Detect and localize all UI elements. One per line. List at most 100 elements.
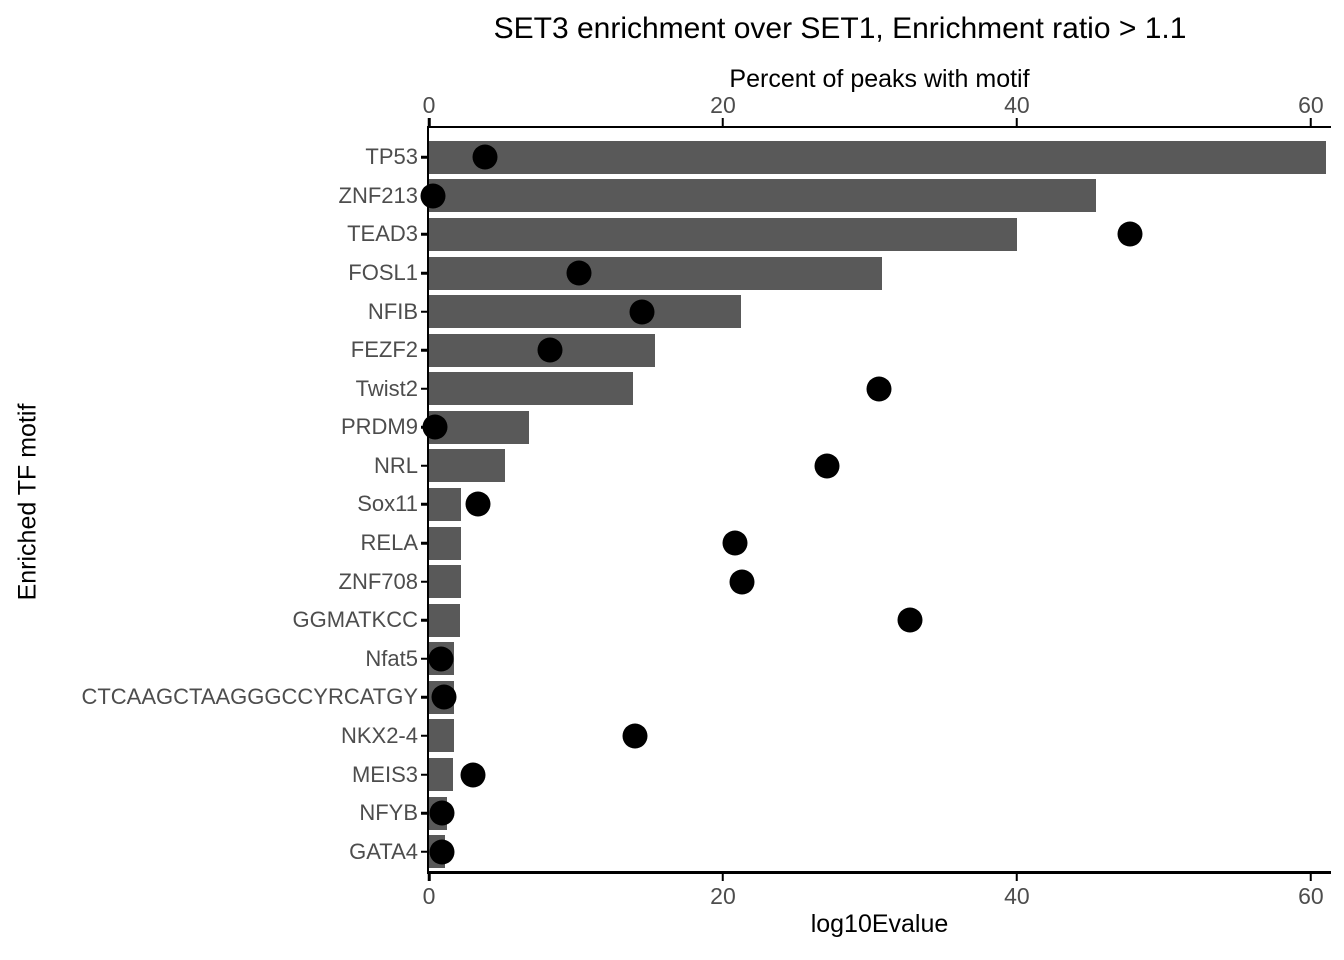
x-axis-tick-label: 60 xyxy=(1298,883,1324,909)
y-axis-tick-mark xyxy=(420,387,429,390)
evalue-dot xyxy=(472,144,498,170)
x-axis-tick-mark xyxy=(1309,873,1313,881)
plot-title: SET3 enrichment over SET1, Enrichment ra… xyxy=(493,12,1187,45)
y-axis-tick-label: RELA xyxy=(360,530,418,556)
category-row: NFYB xyxy=(359,794,1330,833)
y-axis-tick-mark xyxy=(420,464,429,468)
y-axis-line xyxy=(426,125,429,874)
category-row: Twist2 xyxy=(356,369,1330,408)
category-row: GATA4 xyxy=(349,832,1330,871)
evalue-dot xyxy=(629,299,655,325)
y-axis-tick-label: GATA4 xyxy=(349,838,418,864)
evalue-dot xyxy=(722,530,748,556)
y-axis-tick-mark xyxy=(420,618,429,622)
y-axis-tick-label: GGMATKCC xyxy=(292,607,418,633)
evalue-dot xyxy=(814,453,840,479)
evalue-dot xyxy=(866,376,892,402)
evalue-dot xyxy=(897,607,923,633)
y-axis-tick-label: PRDM9 xyxy=(340,414,418,440)
category-row: ZNF708 xyxy=(339,562,1330,601)
percent-bar xyxy=(429,449,506,483)
category-row: NKX2-4 xyxy=(341,717,1330,756)
percent-bar xyxy=(429,217,1017,251)
category-row: Sox11 xyxy=(357,485,1330,524)
evalue-dot xyxy=(1117,221,1143,247)
y-axis-tick-mark xyxy=(420,310,429,313)
category-row: RELA xyxy=(361,524,1330,563)
top-axis-tick-labels: 0 20 40 60 xyxy=(423,92,1330,120)
plot-panel: TP53 ZNF213 TEAD3 FOSL1 NFIB FEZF2 Twist2 PRDM9… xyxy=(81,128,1330,871)
evalue-dot xyxy=(460,762,486,788)
category-row: TEAD3 xyxy=(347,215,1330,254)
percent-bar xyxy=(429,256,882,290)
category-row: FEZF2 xyxy=(351,331,1330,370)
bottom-axis-tick-labels: 0 20 40 60 xyxy=(423,883,1330,911)
y-axis-tick-label: NFYB xyxy=(359,800,418,826)
y-axis-tick-mark xyxy=(420,734,429,738)
category-row: CTCAAGCTAAGGGCCYRCATGY xyxy=(81,678,1330,717)
x-axis-tick-mark xyxy=(721,118,725,126)
y-axis-tick-label: ZNF708 xyxy=(338,568,418,594)
y-axis-tick-label: TP53 xyxy=(365,144,418,170)
evalue-dot xyxy=(431,684,457,710)
y-axis-tick-mark xyxy=(420,541,429,545)
percent-bar xyxy=(429,565,462,599)
y-axis-tick-mark xyxy=(420,696,429,699)
y-axis-tick-label: TEAD3 xyxy=(347,221,418,247)
percent-bar xyxy=(429,758,453,792)
evalue-dot xyxy=(422,414,448,440)
y-axis-tick-mark xyxy=(420,271,429,275)
bottom-axis-line xyxy=(426,871,1331,874)
y-axis-tick-mark xyxy=(420,580,429,583)
y-axis-tick-mark xyxy=(420,850,429,853)
x-axis-tick-mark xyxy=(427,873,431,881)
x-axis-tick-label: 60 xyxy=(1298,92,1324,118)
top-axis-line xyxy=(426,125,1331,128)
y-axis-title: Enriched TF motif xyxy=(13,403,42,601)
x-axis-tick-mark xyxy=(1015,873,1019,881)
top-axis-title: Percent of peaks with motif xyxy=(729,65,1030,93)
x-axis-tick-mark xyxy=(427,118,431,126)
y-axis-tick-mark xyxy=(420,773,429,776)
percent-bar xyxy=(429,603,460,637)
percent-bar xyxy=(429,487,462,521)
percent-bar xyxy=(429,140,1326,174)
category-row: Nfat5 xyxy=(365,640,1330,679)
percent-bar xyxy=(429,526,462,560)
y-axis-tick-label: Twist2 xyxy=(355,375,418,401)
y-axis-tick-label: ZNF213 xyxy=(338,182,418,208)
category-row: GGMATKCC xyxy=(293,601,1330,640)
evalue-dot xyxy=(537,337,563,363)
category-row: MEIS3 xyxy=(352,755,1330,794)
y-axis-tick-label: MEIS3 xyxy=(351,761,418,787)
percent-bar xyxy=(429,372,634,406)
category-row: NFIB xyxy=(368,292,1330,331)
bottom-axis-title: log10Evalue xyxy=(810,910,949,938)
x-axis-tick-label: 20 xyxy=(710,883,736,909)
y-axis-tick-label: NRL xyxy=(373,452,418,478)
category-row: FOSL1 xyxy=(348,254,1330,293)
y-axis-tick-label: NKX2-4 xyxy=(340,722,418,748)
x-axis-tick-label: 40 xyxy=(1004,92,1030,118)
x-axis-tick-label: 0 xyxy=(422,883,436,909)
x-axis-tick-label: 40 xyxy=(1004,883,1030,909)
x-axis-tick-label: 20 xyxy=(710,92,736,118)
category-row: TP53 xyxy=(365,138,1330,177)
x-axis-tick-mark xyxy=(1309,118,1313,126)
evalue-dot xyxy=(622,723,648,749)
evalue-dot xyxy=(428,646,454,672)
y-axis-tick-label: FEZF2 xyxy=(350,337,418,363)
category-row: NRL xyxy=(374,447,1330,486)
y-axis-tick-label: Nfat5 xyxy=(365,645,418,671)
y-axis-tick-mark xyxy=(420,156,429,159)
evalue-dot xyxy=(420,183,446,209)
evalue-dot xyxy=(429,839,455,865)
y-axis-tick-mark xyxy=(420,811,429,815)
percent-bar xyxy=(429,295,741,329)
y-axis-tick-label: NFIB xyxy=(367,298,418,324)
top-axis-tick-marks xyxy=(427,118,1330,126)
percent-bar xyxy=(429,719,454,753)
y-axis-tick-mark xyxy=(420,348,429,352)
category-row: PRDM9 xyxy=(341,408,1330,447)
